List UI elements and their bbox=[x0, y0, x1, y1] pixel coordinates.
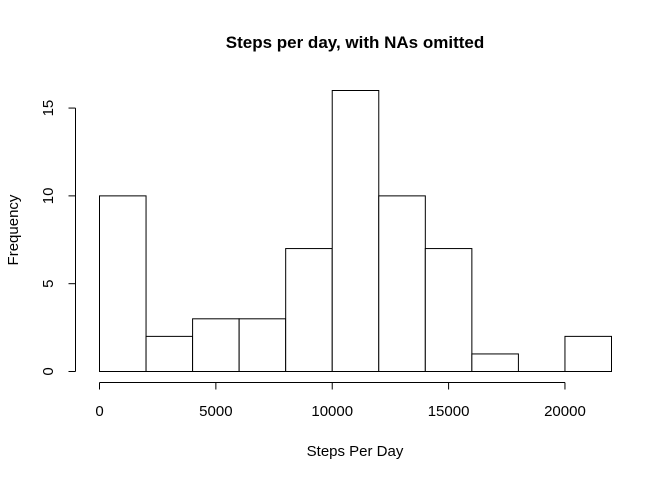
x-tick-label: 15000 bbox=[428, 403, 470, 420]
y-tick-label: 10 bbox=[40, 188, 57, 205]
x-tick-label: 0 bbox=[95, 403, 103, 420]
histogram-bar bbox=[285, 248, 333, 372]
x-tick-label: 20000 bbox=[544, 403, 586, 420]
y-axis: 0 5 10 15 bbox=[40, 100, 76, 376]
histogram-bar bbox=[424, 248, 473, 372]
histogram-bar bbox=[331, 90, 380, 372]
y-tick-label: 0 bbox=[40, 367, 57, 375]
histogram-bar bbox=[564, 335, 612, 372]
chart-title: Steps per day, with NAs omitted bbox=[226, 33, 485, 52]
y-axis-label: Frequency bbox=[5, 194, 22, 265]
x-axis: 0 5000 10000 15000 20000 bbox=[95, 382, 586, 420]
histogram-bar bbox=[378, 195, 426, 372]
y-tick-label: 15 bbox=[40, 100, 57, 117]
histogram-bar bbox=[145, 335, 194, 372]
histogram-bar bbox=[99, 195, 147, 372]
x-tick-label: 10000 bbox=[311, 403, 353, 420]
x-axis-label: Steps Per Day bbox=[307, 443, 404, 460]
histogram-bar bbox=[238, 318, 287, 372]
y-tick-label: 5 bbox=[40, 280, 57, 288]
histogram-bar bbox=[192, 318, 240, 372]
x-tick-label: 5000 bbox=[199, 403, 232, 420]
histogram-bars bbox=[99, 90, 612, 372]
histogram-bar bbox=[471, 353, 519, 372]
